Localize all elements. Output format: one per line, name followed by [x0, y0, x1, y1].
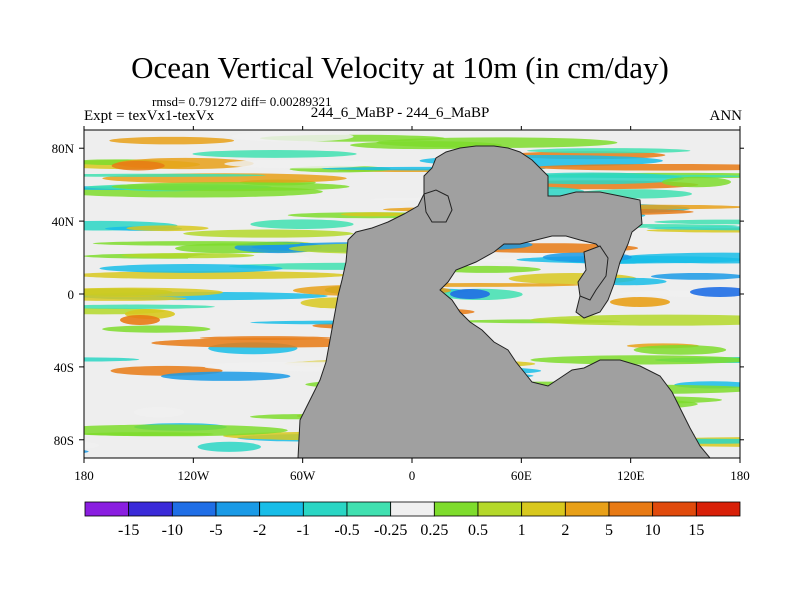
velocity-streak	[197, 441, 261, 452]
velocity-streak	[151, 338, 383, 348]
velocity-streak	[126, 225, 209, 232]
velocity-streak	[102, 325, 211, 333]
colorbar-label: -2	[253, 522, 266, 539]
y-axis: 80N 40N 0 40S 80S	[52, 141, 744, 448]
x-tick-label: 60W	[290, 468, 316, 483]
stats-text: rmsd= 0.791272 diff= 0.00289321	[152, 94, 332, 109]
y-tick-label: 0	[68, 287, 75, 302]
velocity-streak	[84, 271, 348, 280]
colorbar-label: 5	[605, 522, 613, 539]
colorbar-label: 0.5	[468, 522, 488, 539]
colorbar-swatch	[346, 501, 392, 517]
colorbar-label: 2	[561, 522, 569, 539]
colorbar-swatch	[477, 501, 523, 517]
velocity-streak	[340, 212, 407, 217]
x-tick-label: 0	[409, 468, 416, 483]
y-tick-label: 40S	[54, 360, 74, 375]
land-masses	[297, 145, 711, 458]
velocity-streak	[111, 182, 350, 192]
velocity-streak	[84, 450, 89, 453]
colorbar-swatch	[390, 501, 435, 517]
velocity-streak	[224, 159, 374, 169]
y-tick-label: 40N	[52, 214, 75, 229]
colorbar: -15 -10 -5 -2 -1 -0.5 -0.25 0.25 0.5 1 2 5 10 15	[84, 501, 741, 539]
velocity-streak	[633, 345, 727, 355]
colorbar-swatch	[521, 501, 566, 517]
colorbar-label: 10	[645, 522, 661, 539]
colorbar-label: -15	[118, 522, 139, 539]
colorbar-label: 0.25	[420, 522, 448, 539]
colorbar-label: -0.5	[334, 522, 359, 539]
plot-area	[29, 130, 740, 458]
velocity-streak	[530, 355, 740, 365]
velocity-streak	[84, 304, 215, 309]
colorbar-swatch	[128, 501, 173, 517]
x-tick-label: 180	[74, 468, 94, 483]
colorbar-label: -0.25	[374, 522, 407, 539]
colorbar-swatch	[564, 501, 610, 517]
velocity-streak	[99, 264, 283, 273]
velocity-streak	[183, 229, 354, 238]
colorbar-label: 15	[688, 522, 704, 539]
equatorial-streak	[690, 287, 740, 297]
velocity-streak	[121, 252, 255, 259]
velocity-streak	[84, 357, 140, 362]
x-tick-label: 120E	[617, 468, 645, 483]
colorbar-label: -5	[209, 522, 222, 539]
colorbar-swatch	[84, 501, 130, 517]
colorbar-swatch	[652, 501, 697, 517]
colorbar-label: -10	[162, 522, 183, 539]
x-tick-label: 120W	[177, 468, 210, 483]
velocity-streak	[647, 226, 740, 231]
velocity-streak	[111, 160, 165, 171]
velocity-streak	[192, 150, 357, 158]
colorbar-swatch	[302, 501, 348, 517]
left-subtitle: Expt = texVx1-texVx	[84, 108, 215, 124]
velocity-streak	[133, 406, 185, 418]
chart-title: Ocean Vertical Velocity at 10m (in cm/da…	[131, 50, 669, 85]
velocity-streak	[535, 163, 740, 171]
x-axis: 180 120W 60W 0 60E 120E 180	[74, 126, 750, 483]
velocity-streak	[92, 241, 301, 246]
equatorial-streak	[610, 297, 670, 307]
colorbar-swatch	[608, 501, 654, 517]
velocity-streak	[650, 272, 740, 280]
velocity-streak	[654, 219, 740, 225]
velocity-streak	[109, 136, 235, 145]
velocity-streak	[661, 176, 732, 188]
y-tick-label: 80S	[54, 433, 74, 448]
x-tick-label: 180	[730, 468, 750, 483]
colorbar-label: 1	[518, 522, 526, 539]
colorbar-swatch	[695, 501, 741, 517]
land-inner-peninsula	[577, 245, 609, 301]
velocity-streak	[231, 131, 354, 142]
center-subtitle: 244_6_MaBP - 244_6_MaBP	[310, 105, 490, 121]
right-subtitle: ANN	[709, 108, 743, 124]
colorbar-swatch	[259, 501, 304, 517]
equatorial-streak	[450, 289, 490, 299]
velocity-streak	[84, 441, 100, 449]
colorbar-swatch	[433, 501, 479, 517]
colorbar-label: -1	[297, 522, 310, 539]
velocity-streak	[618, 252, 740, 264]
velocity-streak	[84, 173, 267, 177]
velocity-streak	[84, 287, 223, 298]
x-tick-label: 60E	[511, 468, 532, 483]
velocity-streak	[250, 219, 354, 229]
velocity-streak	[29, 340, 83, 345]
equatorial-streak	[120, 315, 160, 325]
y-tick-label: 80N	[52, 141, 75, 156]
velocity-streak	[84, 296, 187, 301]
land-northern-island	[423, 189, 453, 223]
velocity-streak	[527, 148, 691, 154]
velocity-streak	[84, 424, 288, 437]
colorbar-swatch	[171, 501, 217, 517]
colorbar-swatch	[215, 501, 261, 517]
land-west-continent	[297, 145, 711, 458]
velocity-streak	[529, 314, 740, 326]
velocity-streak	[160, 371, 291, 381]
